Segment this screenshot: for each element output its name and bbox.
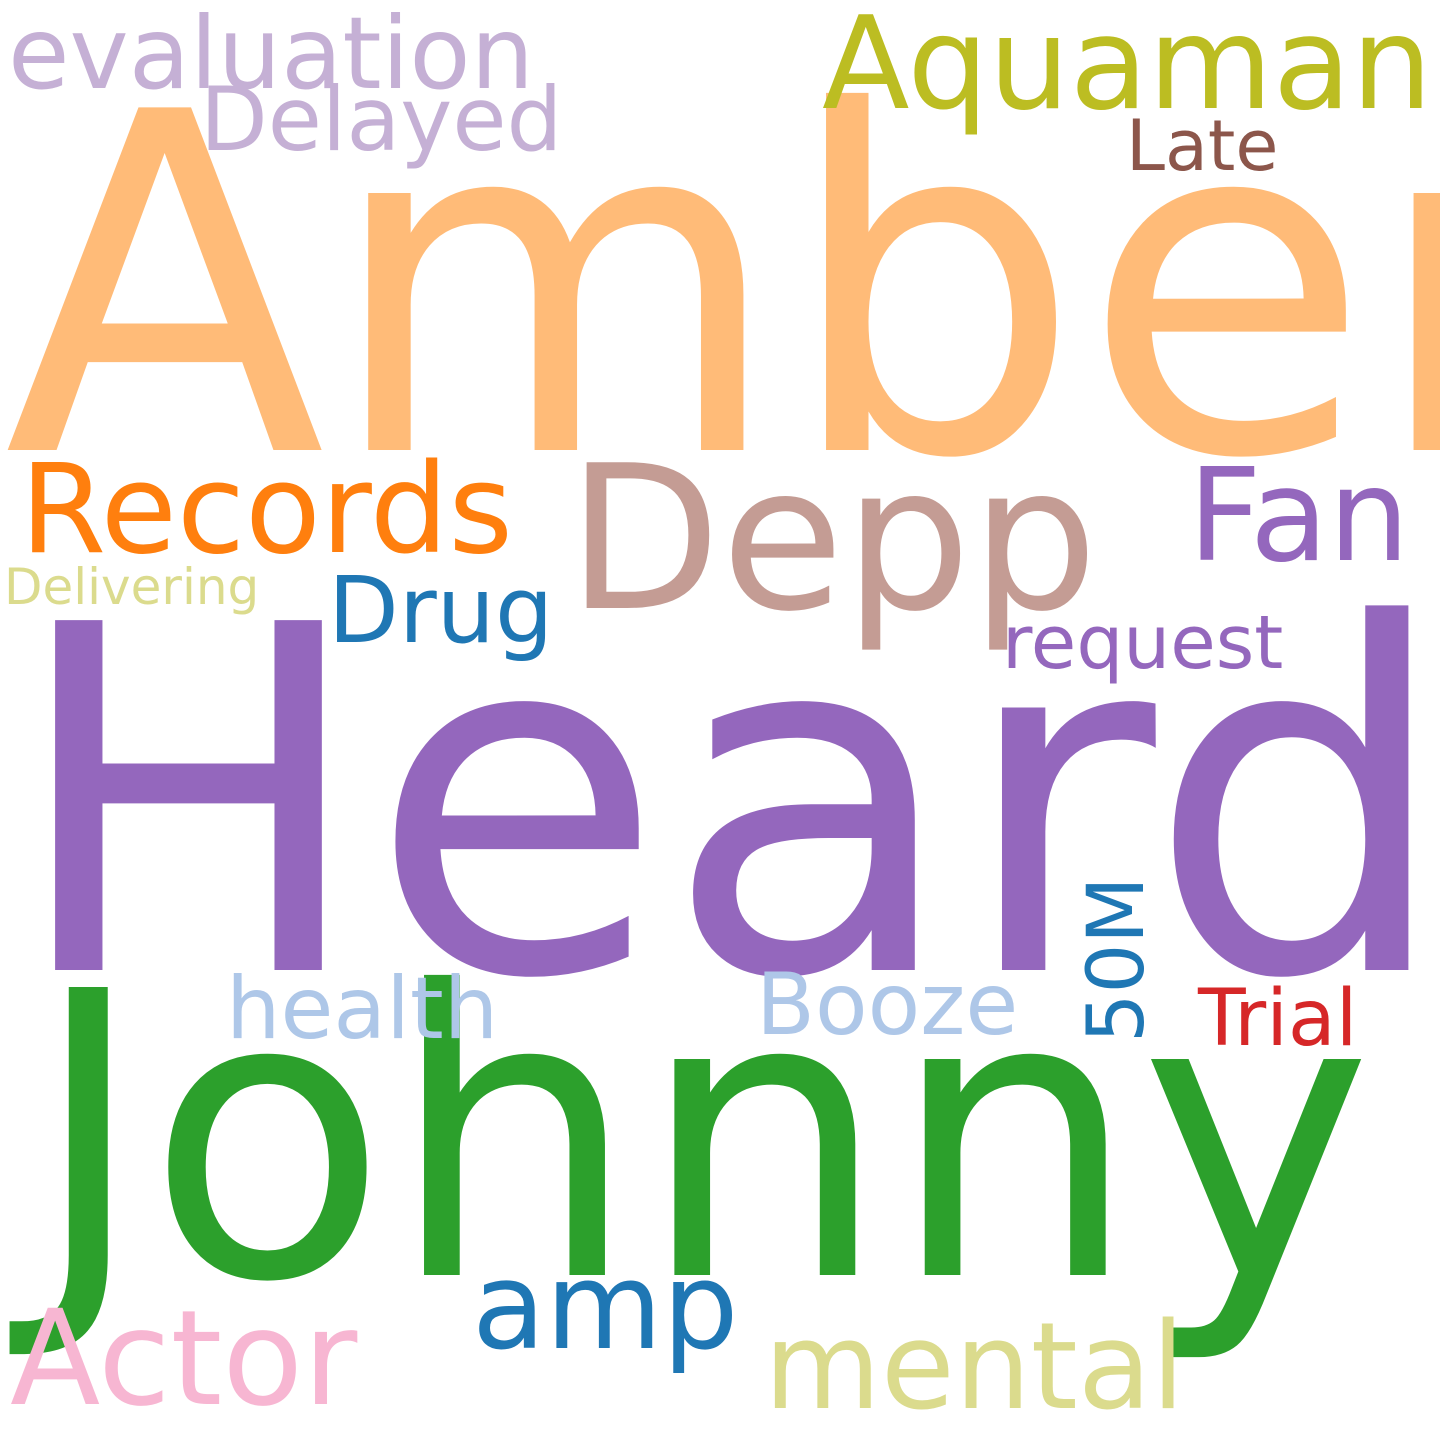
word-records: Records (20, 438, 513, 582)
word-delivering: Delivering (4, 558, 259, 616)
word-depp: Depp (567, 423, 1098, 656)
word-heard: Heard (8, 525, 1440, 1084)
word-johnny: Johnny (5, 909, 1373, 1369)
word-mental: mental (764, 1298, 1185, 1437)
word-booze: Booze (756, 955, 1018, 1055)
word-aquaman: Aquaman (822, 0, 1432, 139)
word-delayed: Delayed (200, 68, 562, 171)
word-actor: Actor (10, 1282, 358, 1436)
word-drug: Drug (328, 557, 553, 664)
word-late: Late (1126, 105, 1278, 187)
word-evaluation: evaluation (8, 0, 534, 112)
word-fan: Fan (1188, 442, 1409, 591)
word-amber: Amber (4, 14, 1440, 561)
word-trial: Trial (1197, 974, 1357, 1064)
word-request: request (1002, 600, 1283, 686)
word-50m: 50M (1072, 876, 1162, 1043)
word-health: health (226, 959, 498, 1059)
word-amp: amp (472, 1238, 739, 1377)
